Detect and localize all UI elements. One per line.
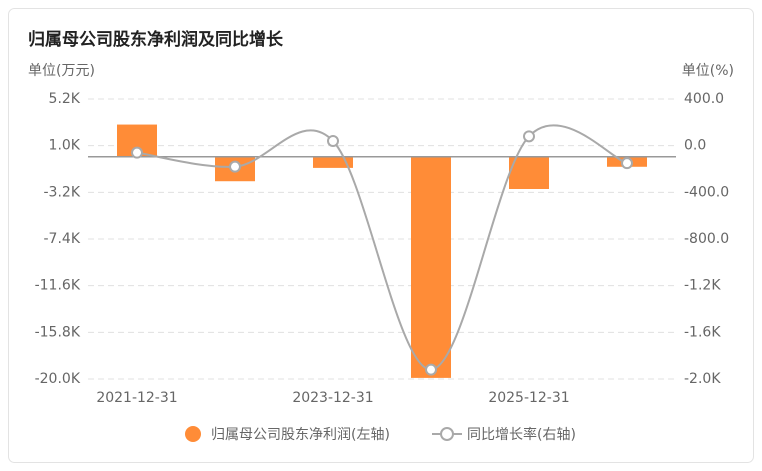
legend-swatch xyxy=(440,427,454,441)
y2-tick-label: -2.0K xyxy=(684,371,721,387)
card xyxy=(8,8,754,463)
bar xyxy=(313,156,353,168)
y-tick-label: -15.8K xyxy=(35,324,81,340)
legend-swatch xyxy=(185,426,201,442)
y2-tick-label: -400.0 xyxy=(684,184,729,200)
y2-tick-label: 0.0 xyxy=(684,138,706,154)
legend-label: 归属母公司股东净利润(左轴) xyxy=(211,426,390,443)
y2-tick-label: -1.2K xyxy=(684,278,721,294)
line-point xyxy=(523,130,535,143)
x-tick-label: 2025-12-31 xyxy=(488,390,569,406)
y2-tick-label: -1.6K xyxy=(684,324,721,340)
bar xyxy=(509,156,549,189)
y-tick-label: -3.2K xyxy=(44,184,81,200)
chart-title: 归属母公司股东净利润及同比增长 xyxy=(28,29,284,50)
x-tick-label: 2021-12-31 xyxy=(96,390,177,406)
legend-label: 同比增长率(右轴) xyxy=(467,426,576,443)
y2-axis-label: 单位(%) xyxy=(682,63,734,79)
y-tick-label: -11.6K xyxy=(35,278,81,294)
y2-tick-label: 400.0 xyxy=(684,91,724,107)
y-tick-label: 5.2K xyxy=(49,91,81,107)
x-tick-label: 2023-12-31 xyxy=(292,390,373,406)
line-point xyxy=(131,146,143,159)
line-point xyxy=(327,135,339,147)
line-point xyxy=(229,160,241,173)
y-tick-label: -20.0K xyxy=(35,371,81,387)
line-point xyxy=(425,363,437,376)
bar xyxy=(411,156,451,378)
y-tick-label: -7.4K xyxy=(44,231,81,247)
y2-tick-label: -800.0 xyxy=(684,231,729,247)
y-tick-label: 1.0K xyxy=(49,138,81,154)
y-axis-label: 单位(万元) xyxy=(28,63,95,79)
line-point xyxy=(621,157,633,170)
